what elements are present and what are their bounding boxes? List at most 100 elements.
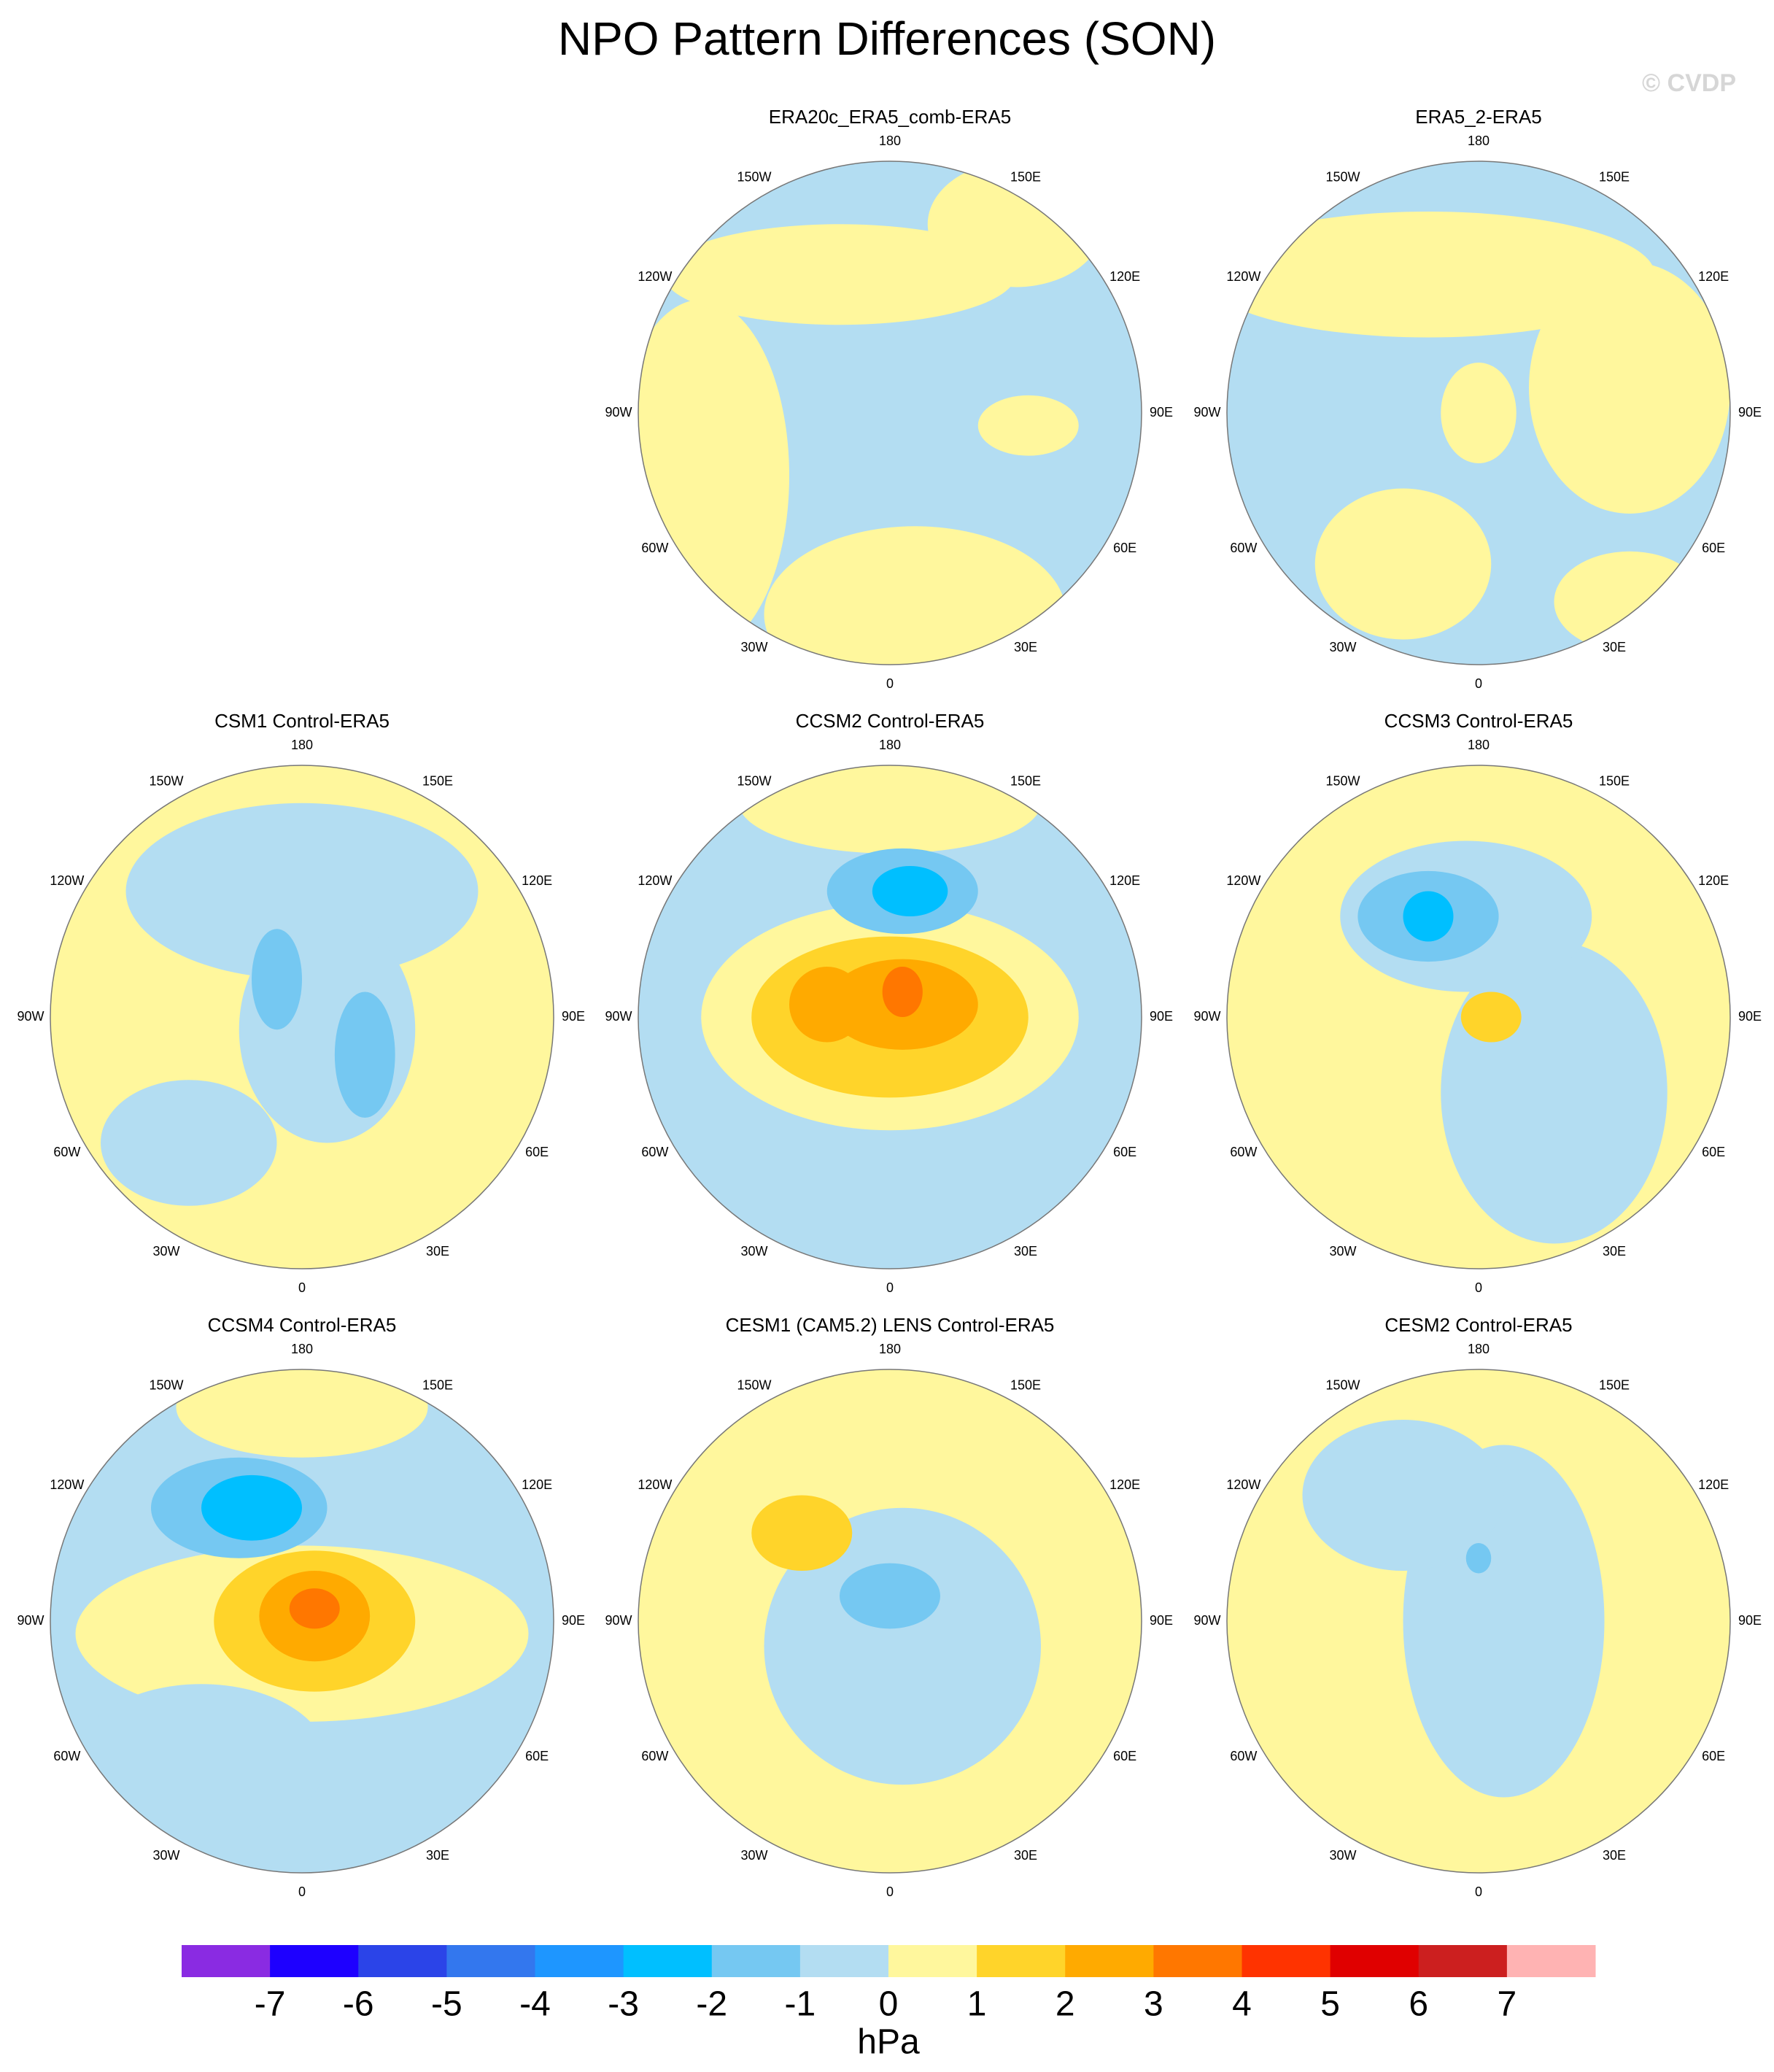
panel-title: CCSM3 Control-ERA5 bbox=[1384, 710, 1573, 732]
longitude-label: 120W bbox=[1226, 1477, 1260, 1492]
longitude-label: 180 bbox=[879, 1342, 901, 1356]
colorbar-box bbox=[446, 1945, 535, 1977]
longitude-label: 90E bbox=[1738, 1613, 1762, 1628]
longitude-label: 90E bbox=[1738, 405, 1762, 420]
longitude-label: 150E bbox=[1010, 1378, 1041, 1393]
field-contour bbox=[1403, 891, 1454, 942]
longitude-label: 180 bbox=[291, 1342, 313, 1356]
longitude-label: 120W bbox=[50, 1477, 84, 1492]
longitude-label: 120W bbox=[1226, 873, 1260, 888]
colorbar-label: -5 bbox=[431, 1985, 462, 2024]
colorbar-box bbox=[358, 1945, 447, 1977]
longitude-label: 120W bbox=[638, 1477, 672, 1492]
field-contour bbox=[252, 929, 302, 1030]
longitude-label: 150W bbox=[737, 170, 771, 185]
longitude-label: 150W bbox=[149, 774, 183, 789]
panel-title: CESM1 (CAM5.2) LENS Control-ERA5 bbox=[726, 1314, 1055, 1336]
field-contour bbox=[101, 1080, 277, 1206]
longitude-label: 0 bbox=[1475, 1280, 1482, 1295]
field-contour bbox=[1465, 1543, 1492, 1574]
field-contour bbox=[840, 1563, 940, 1629]
longitude-label: 150W bbox=[1325, 170, 1360, 185]
field-contour bbox=[1227, 212, 1655, 338]
longitude-label: 90W bbox=[605, 405, 632, 420]
field-contour bbox=[977, 395, 1079, 456]
map-boundary bbox=[638, 1369, 1142, 1874]
figure-title: NPO Pattern Differences (SON) bbox=[558, 12, 1216, 65]
map-boundary bbox=[638, 161, 1142, 665]
longitude-label: 30W bbox=[152, 1244, 179, 1259]
longitude-label: 60E bbox=[1113, 541, 1136, 555]
longitude-label: 60E bbox=[525, 1145, 549, 1159]
longitude-label: 90W bbox=[1193, 405, 1220, 420]
longitude-label: 90E bbox=[1150, 1613, 1173, 1628]
longitude-label: 150E bbox=[422, 774, 453, 789]
colorbar-label: -7 bbox=[255, 1985, 286, 2024]
longitude-label: 90W bbox=[17, 1613, 44, 1628]
panel-title: CESM2 Control-ERA5 bbox=[1384, 1314, 1572, 1336]
field-contour bbox=[334, 991, 395, 1118]
map-panel: ERA5_2-ERA5 180 150E 120E 90E 60E 30E 0 30W 60W 90… bbox=[1193, 106, 1762, 691]
longitude-label: 30W bbox=[1329, 1244, 1356, 1259]
colorbar-label: 3 bbox=[1144, 1985, 1163, 2024]
field-contour bbox=[75, 1684, 328, 1836]
longitude-label: 30W bbox=[1329, 1848, 1356, 1863]
colorbar-label: 5 bbox=[1320, 1985, 1340, 2024]
longitude-label: 150W bbox=[737, 1378, 771, 1393]
colorbar-box bbox=[535, 1945, 624, 1977]
field-contour bbox=[638, 299, 789, 652]
longitude-label: 60W bbox=[1230, 541, 1257, 555]
map-panel: ERA20c_ERA5_comb-ERA5 180 150E 120E 90E 60E 30… bbox=[605, 106, 1173, 691]
colorbar-label: 2 bbox=[1056, 1985, 1075, 2024]
panel-title: ERA20c_ERA5_comb-ERA5 bbox=[769, 106, 1011, 128]
longitude-label: 180 bbox=[879, 134, 901, 148]
longitude-label: 30W bbox=[152, 1848, 179, 1863]
colorbar-label: 1 bbox=[967, 1985, 987, 2024]
longitude-label: 120E bbox=[1109, 873, 1140, 888]
colorbar-box bbox=[1153, 1945, 1242, 1977]
map-panel: CSM1 Control-ERA5 180 150E 120E 90E 60E 30E 0 30… bbox=[17, 710, 585, 1295]
colorbar-box bbox=[623, 1945, 713, 1977]
longitude-label: 0 bbox=[886, 676, 894, 691]
colorbar-box bbox=[1242, 1945, 1331, 1977]
longitude-label: 90W bbox=[605, 1613, 632, 1628]
longitude-label: 60W bbox=[641, 1749, 668, 1763]
longitude-label: 30W bbox=[740, 1848, 767, 1863]
longitude-label: 150E bbox=[1599, 170, 1630, 185]
field-contour bbox=[1441, 363, 1517, 463]
longitude-label: 60E bbox=[1113, 1145, 1136, 1159]
longitude-label: 120E bbox=[1698, 1477, 1729, 1492]
longitude-label: 90E bbox=[562, 1009, 585, 1024]
colorbar-box bbox=[182, 1945, 271, 1977]
colorbar-box bbox=[799, 1945, 889, 1977]
field-contour bbox=[1302, 1420, 1504, 1571]
colorbar-box bbox=[977, 1945, 1066, 1977]
field-contour bbox=[289, 1588, 340, 1629]
longitude-label: 90W bbox=[1193, 1009, 1220, 1024]
colorbar-box bbox=[1418, 1945, 1508, 1977]
field-contour bbox=[176, 1369, 428, 1458]
longitude-label: 120E bbox=[1109, 1477, 1140, 1492]
colorbar-box bbox=[1330, 1945, 1419, 1977]
longitude-label: 180 bbox=[1468, 1342, 1490, 1356]
field-contour bbox=[789, 967, 865, 1043]
colorbar-label: -6 bbox=[343, 1985, 374, 2024]
longitude-label: 120E bbox=[522, 1477, 552, 1492]
colorbar-label: -4 bbox=[519, 1985, 551, 2024]
panel-title: CSM1 Control-ERA5 bbox=[214, 710, 390, 732]
longitude-label: 30E bbox=[1603, 1244, 1626, 1259]
longitude-label: 150W bbox=[737, 774, 771, 789]
longitude-label: 150W bbox=[149, 1378, 183, 1393]
longitude-label: 60E bbox=[1113, 1749, 1136, 1763]
longitude-label: 150E bbox=[422, 1378, 453, 1393]
longitude-label: 90W bbox=[17, 1009, 44, 1024]
longitude-label: 90E bbox=[562, 1613, 585, 1628]
colorbar-units: hPa bbox=[857, 2023, 920, 2062]
longitude-label: 150E bbox=[1010, 170, 1041, 185]
field-contour bbox=[201, 1474, 302, 1541]
longitude-label: 0 bbox=[298, 1884, 306, 1899]
field-contour bbox=[1460, 991, 1522, 1043]
longitude-label: 30E bbox=[1603, 1848, 1626, 1863]
longitude-label: 60W bbox=[1230, 1145, 1257, 1159]
